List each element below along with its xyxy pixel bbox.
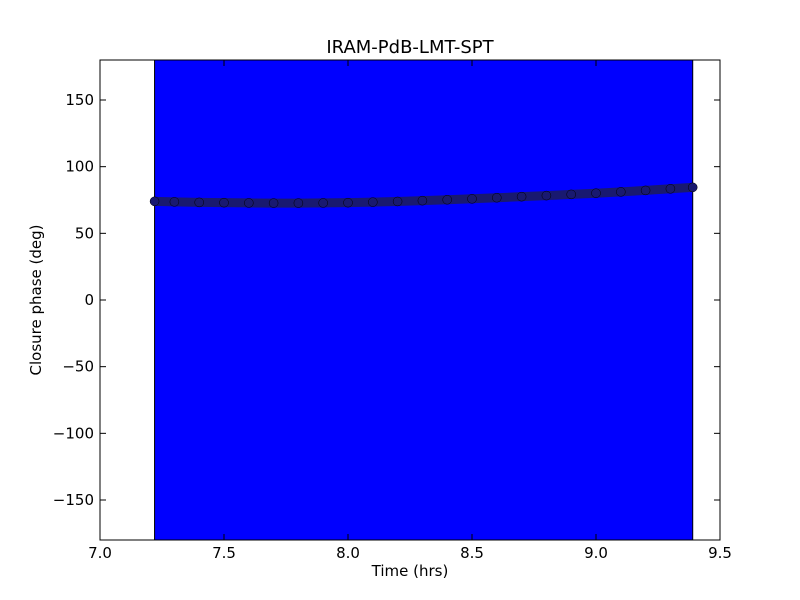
- data-point: [616, 187, 626, 197]
- error-band-layer: [154, 59, 694, 541]
- data-point: [492, 192, 502, 203]
- x-tick-label: 9.5: [708, 544, 732, 562]
- data-point: [467, 194, 477, 204]
- series-layer: [149, 182, 698, 208]
- x-tick-label: 7.0: [88, 544, 112, 562]
- data-point: [149, 196, 160, 207]
- data-point: [368, 197, 378, 207]
- chart-title: IRAM-PdB-LMT-SPT: [326, 37, 494, 58]
- data-point: [293, 198, 304, 208]
- data-point: [244, 198, 254, 208]
- y-axis-label: Closure phase (deg): [27, 225, 45, 376]
- x-axis-label: Time (hrs): [371, 562, 449, 580]
- y-tick-label: 50: [75, 224, 94, 242]
- data-point: [591, 188, 601, 198]
- y-tick-label: −50: [62, 358, 94, 376]
- data-point: [318, 198, 328, 208]
- x-tick-label: 8.5: [460, 544, 484, 562]
- data-point: [541, 190, 552, 201]
- data-point: [392, 196, 403, 207]
- x-tick-label: 7.5: [212, 544, 236, 562]
- y-tick-label: 0: [84, 291, 94, 309]
- data-point: [516, 191, 527, 202]
- y-tick-label: −150: [53, 491, 94, 509]
- x-axis-ticks: 7.0 7.5 8.0 8.5 9.0 9.5: [88, 60, 732, 562]
- y-axis-ticks: 150 100 50 0 −50 −100 −150: [53, 91, 720, 509]
- data-point: [417, 195, 428, 206]
- data-point: [169, 197, 180, 207]
- x-tick-label: 8.0: [336, 544, 360, 562]
- y-tick-label: −100: [53, 424, 94, 442]
- data-point: [566, 189, 576, 200]
- x-tick-label: 9.0: [584, 544, 608, 562]
- data-point: [194, 197, 204, 208]
- data-point: [268, 198, 279, 208]
- y-tick-label: 100: [65, 158, 94, 176]
- data-point: [687, 182, 698, 193]
- data-point: [640, 185, 651, 196]
- error-band: [154, 59, 694, 541]
- data-point: [219, 197, 229, 208]
- data-point: [442, 194, 452, 205]
- data-point: [665, 184, 676, 194]
- y-tick-label: 150: [65, 91, 94, 109]
- data-point: [343, 197, 353, 208]
